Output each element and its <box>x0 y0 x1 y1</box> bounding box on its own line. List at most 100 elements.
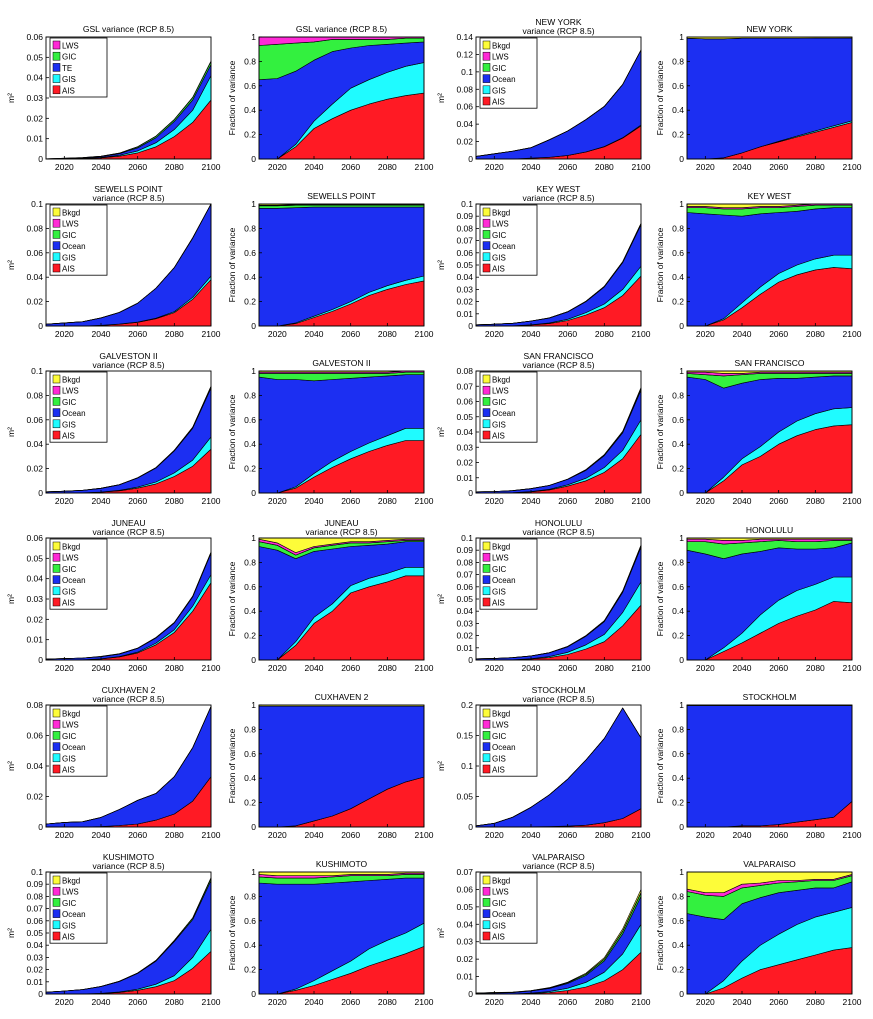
legend-label: GIS <box>492 587 506 596</box>
y-axis-label: m² <box>6 761 16 771</box>
panel-title: HONOLULU <box>746 525 793 535</box>
chart-panel: 0 0.01 0.02 0.03 0.04 0.05 0.06 2020 2040 2060 208… <box>6 518 221 673</box>
legend-swatch <box>482 374 491 384</box>
y-axis-label: m² <box>6 928 16 938</box>
y-tick-label: 0.02 <box>456 297 473 307</box>
y-tick-label: 0.8 <box>244 56 256 66</box>
y-tick-label: 0.04 <box>26 439 43 449</box>
legend-label: Ocean <box>492 242 516 251</box>
plot-frame <box>686 203 853 327</box>
y-tick-label: 0.4 <box>672 940 684 950</box>
legend-label: LWS <box>62 888 79 897</box>
y-axis-label: m² <box>436 427 446 437</box>
legend-box <box>49 204 108 276</box>
y-axis-label: Fraction of variance <box>227 394 237 469</box>
y-tick-label: 0 <box>38 822 43 832</box>
panel-title: KEY WEST <box>748 191 792 201</box>
x-tick-label: 2080 <box>378 162 397 172</box>
plot-frame <box>258 36 425 160</box>
legend-label: GIS <box>62 921 76 930</box>
y-tick-label: 0.04 <box>26 272 43 282</box>
x-tick-label: 2060 <box>769 663 788 673</box>
y-axis-label: m² <box>436 260 446 270</box>
x-tick-label: 2020 <box>485 663 504 673</box>
chart-panel: 0 0.2 0.4 0.6 0.8 1 2020 2040 2060 2080 2100 KUSHIM… <box>227 859 434 1007</box>
y-tick-label: 0.4 <box>244 940 256 950</box>
x-tick-label: 2100 <box>415 830 434 840</box>
x-tick-label: 2020 <box>268 496 287 506</box>
x-tick-label: 2040 <box>305 997 324 1007</box>
panel-title: VALPARAISO <box>743 859 796 869</box>
legend-swatch <box>482 385 491 395</box>
x-tick-label: 2060 <box>128 663 147 673</box>
x-tick-label: 2100 <box>202 663 221 673</box>
x-tick-label: 2020 <box>55 329 74 339</box>
legend-label: Ocean <box>492 576 516 585</box>
y-tick-label: 0 <box>468 154 473 164</box>
y-tick-label: 0.6 <box>672 582 684 592</box>
plot-frame <box>475 871 642 995</box>
legend-swatch <box>52 218 61 228</box>
x-tick-label: 2100 <box>415 663 434 673</box>
y-tick-label: 0 <box>38 154 43 164</box>
legend-label: GIC <box>492 565 506 574</box>
y-tick-label: 0.05 <box>456 902 473 912</box>
legend-swatch <box>52 719 61 729</box>
y-tick-label: 1 <box>679 366 684 376</box>
y-tick-label: 0.02 <box>26 614 43 624</box>
legend-swatch <box>52 886 61 896</box>
y-tick-label: 0.6 <box>244 81 256 91</box>
y-tick-label: 0.01 <box>456 643 473 653</box>
x-tick-label: 2080 <box>378 663 397 673</box>
x-tick-label: 2080 <box>806 997 825 1007</box>
panel-title: KEY WEST <box>537 184 581 194</box>
legend-swatch <box>482 241 491 250</box>
y-tick-label: 0.06 <box>26 415 43 425</box>
x-tick-label: 2040 <box>733 496 752 506</box>
y-tick-label: 0.4 <box>244 272 256 282</box>
legend-swatch <box>52 586 61 596</box>
x-tick-label: 2040 <box>305 162 324 172</box>
legend-label: Ocean <box>62 910 86 919</box>
y-tick-label: 0.1 <box>31 366 43 376</box>
chart-panel: 0 0.01 0.02 0.03 0.04 0.05 0.06 2020 2040 2060 208… <box>6 24 221 172</box>
chart-panel: 0 0.02 0.04 0.06 0.08 2020 2040 2060 2080 2100 CUX… <box>6 685 221 840</box>
y-axis-label: Fraction of variance <box>227 561 237 636</box>
legend-box <box>479 872 538 944</box>
y-axis-label: Fraction of variance <box>655 394 665 469</box>
y-tick-label: 0 <box>679 989 684 999</box>
y-tick-label: 1 <box>679 867 684 877</box>
x-tick-label: 2100 <box>632 997 651 1007</box>
legend: LWS GIC TE GIS AIS <box>49 37 108 98</box>
y-tick-label: 1 <box>251 199 256 209</box>
legend-label: GIC <box>62 398 76 407</box>
x-tick-label: 2100 <box>415 496 434 506</box>
legend-label: Ocean <box>62 743 86 752</box>
legend-label: GIS <box>492 253 506 262</box>
y-axis-label: m² <box>436 761 446 771</box>
y-tick-label: 1 <box>679 32 684 42</box>
panel-subtitle: variance (RCP 8.5) <box>522 26 594 36</box>
legend-swatch <box>52 397 61 406</box>
y-tick-label: 0.2 <box>244 297 256 307</box>
legend-label: LWS <box>62 387 79 396</box>
legend-label: AIS <box>62 432 75 441</box>
legend: Bkgd LWS GIC Ocean GIS AIS <box>49 204 108 276</box>
legend-swatch <box>52 63 61 72</box>
y-tick-label: 0.03 <box>26 93 43 103</box>
y-tick-label: 0.08 <box>26 223 43 233</box>
x-tick-label: 2100 <box>415 162 434 172</box>
y-tick-label: 0.4 <box>672 272 684 282</box>
legend-label: GIC <box>62 53 76 62</box>
x-tick-label: 2060 <box>341 162 360 172</box>
y-tick-label: 0.06 <box>26 731 43 741</box>
x-tick-label: 2040 <box>522 663 541 673</box>
x-tick-label: 2100 <box>202 162 221 172</box>
legend-swatch <box>482 931 491 941</box>
panel-subtitle: variance (RCP 8.5) <box>305 527 377 537</box>
y-tick-label: 0 <box>251 822 256 832</box>
y-tick-label: 1 <box>679 533 684 543</box>
panel-title: GSL variance (RCP 8.5) <box>83 24 174 34</box>
x-tick-label: 2040 <box>522 329 541 339</box>
y-tick-label: 0.04 <box>456 919 473 929</box>
